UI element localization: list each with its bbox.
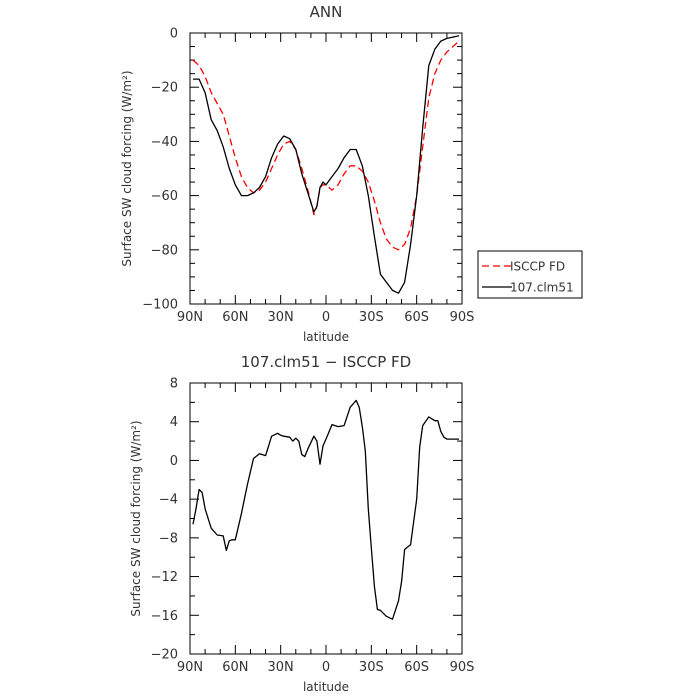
chart2-y-tick-label: 4	[170, 415, 178, 430]
chart1-x-tick-label: 30S	[359, 310, 384, 325]
chart1-x-tick-label: 90N	[177, 310, 203, 325]
chart2-y-axis-label: Surface SW cloud forcing (W/m²)	[129, 420, 143, 616]
chart2-y-tick-label: −8	[159, 531, 178, 546]
chart1-y-tick-label: −20	[151, 81, 178, 96]
chart2-x-axis-label: latitude	[303, 680, 349, 694]
chart1-x-tick-label: 30N	[268, 310, 294, 325]
chart1-y-tick-label: −40	[151, 135, 178, 150]
chart1-y-tick-label: −60	[151, 189, 178, 204]
chart2-x-tick-label: 30S	[359, 660, 384, 675]
chart1-y-tick-label: −80	[151, 243, 178, 258]
chart1-series-line-1	[192, 40, 460, 251]
chart2-y-tick-label: −12	[151, 570, 178, 585]
chart1-legend-label-1: ISCCP FD	[510, 260, 565, 274]
chart1-y-tick-label: −100	[142, 298, 178, 313]
chart1-plot-frame	[189, 32, 463, 305]
chart2-series-line-1	[192, 399, 459, 620]
chart2-x-tick-label: 90N	[177, 660, 203, 675]
chart2-y-tick-label: −4	[159, 493, 178, 508]
chart2-x-tick-label: 0	[322, 660, 330, 675]
chart2-y-tick-label: −16	[151, 609, 178, 624]
chart1-title: ANN	[310, 3, 343, 21]
chart2-title: 107.clm51 − ISCCP FD	[241, 353, 412, 371]
chart1-legend-box	[477, 250, 583, 299]
chart2-x-tick-label: 60S	[404, 660, 429, 675]
chart2-y-tick-label: −20	[151, 648, 178, 663]
chart2-y-tick-label: 8	[170, 377, 178, 392]
chart1-y-axis-label: Surface SW cloud forcing (W/m²)	[120, 70, 134, 266]
chart2-y-tick-label: 0	[170, 454, 178, 469]
chart1-series-line-2	[193, 35, 460, 294]
chart1-y-tick-label: 0	[170, 27, 178, 42]
chart2-x-tick-label: 30N	[268, 660, 294, 675]
chart2-x-tick-label: 60N	[222, 660, 248, 675]
chart1-x-tick-label: 60S	[404, 310, 429, 325]
chart1-x-axis-label: latitude	[303, 330, 349, 344]
chart1-x-tick-label: 0	[322, 310, 330, 325]
chart1-legend-label-2: 107.clm51	[510, 281, 574, 295]
chart1-x-tick-label: 60N	[222, 310, 248, 325]
chart2-x-tick-label: 90S	[450, 660, 475, 675]
chart2-plot-frame	[189, 382, 463, 655]
chart1-x-tick-label: 90S	[450, 310, 475, 325]
